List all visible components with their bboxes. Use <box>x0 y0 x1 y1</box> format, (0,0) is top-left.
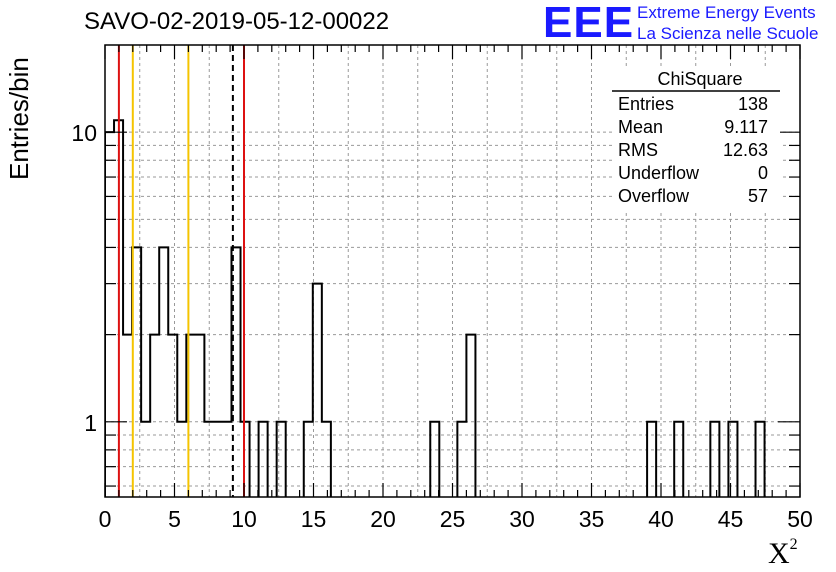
x-tick-label: 15 <box>301 506 327 532</box>
histogram-outline <box>105 119 766 497</box>
histogram-series <box>105 119 766 497</box>
marker-lines <box>117 45 245 497</box>
stats-row-label: Entries <box>618 94 674 114</box>
stats-row-value: 9.117 <box>724 117 768 137</box>
y-axis-label: Entries/bin <box>4 57 34 180</box>
x-tick-label: 5 <box>168 506 181 532</box>
x-tick-label: 40 <box>648 506 674 532</box>
y-tick-label: 1 <box>84 410 97 436</box>
stats-row-value: 0 <box>758 163 768 183</box>
x-tick-label: 45 <box>718 506 744 532</box>
stats-row-label: Overflow <box>618 186 690 206</box>
axis-ticks: 0 5 10 15 20 25 30 35 40 45 50 1 10 <box>71 45 813 532</box>
x-tick-label: 35 <box>579 506 605 532</box>
stats-box-bg <box>612 66 780 210</box>
grid <box>105 45 800 497</box>
x-tick-label: 10 <box>231 506 257 532</box>
stats-row-value: 138 <box>738 94 768 114</box>
stats-row-label: RMS <box>618 140 658 160</box>
stats-row-value: 57 <box>748 186 768 206</box>
eee-logo: EEE <box>543 0 635 47</box>
stats-box-name: ChiSquare <box>657 69 742 89</box>
chart-title: SAVO-02-2019-05-12-00022 <box>84 8 390 35</box>
x-tick-label: 50 <box>787 506 813 532</box>
y-tick-label: 10 <box>71 120 97 146</box>
x-tick-label: 20 <box>370 506 396 532</box>
x-tick-label: 30 <box>509 506 535 532</box>
logo-line-2: La Scienza nelle Scuole <box>637 24 819 43</box>
x-tick-label: 25 <box>440 506 466 532</box>
x-axis-label: X2 <box>768 536 798 570</box>
logo-line-1: Extreme Energy Events <box>637 3 816 22</box>
stats-row-value: 12.63 <box>723 140 768 160</box>
stats-box: ChiSquare Entries 138 Mean 9.117 RMS 12.63 Unde… <box>612 66 780 210</box>
stats-row-label: Underflow <box>618 163 700 183</box>
stats-row-label: Mean <box>618 117 663 137</box>
x-tick-label: 0 <box>99 506 112 532</box>
